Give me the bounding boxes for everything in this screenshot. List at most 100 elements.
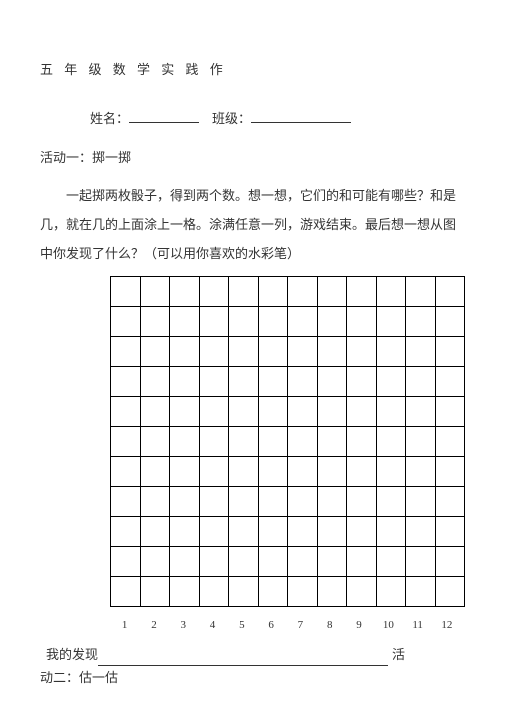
grid-cell[interactable] bbox=[406, 397, 436, 427]
grid-cell[interactable] bbox=[376, 307, 406, 337]
grid-cell[interactable] bbox=[199, 547, 229, 577]
grid-cell[interactable] bbox=[435, 457, 465, 487]
grid-cell[interactable] bbox=[140, 367, 170, 397]
grid-cell[interactable] bbox=[111, 367, 141, 397]
grid-cell[interactable] bbox=[258, 547, 288, 577]
grid-cell[interactable] bbox=[317, 307, 347, 337]
grid-cell[interactable] bbox=[111, 397, 141, 427]
grid-cell[interactable] bbox=[347, 337, 377, 367]
grid-cell[interactable] bbox=[199, 427, 229, 457]
grid-cell[interactable] bbox=[347, 427, 377, 457]
grid-cell[interactable] bbox=[376, 547, 406, 577]
grid-cell[interactable] bbox=[199, 277, 229, 307]
grid-cell[interactable] bbox=[347, 367, 377, 397]
grid-cell[interactable] bbox=[288, 547, 318, 577]
grid-cell[interactable] bbox=[258, 577, 288, 607]
grid-cell[interactable] bbox=[376, 487, 406, 517]
grid-cell[interactable] bbox=[170, 517, 200, 547]
grid-cell[interactable] bbox=[258, 517, 288, 547]
grid-cell[interactable] bbox=[199, 517, 229, 547]
grid-cell[interactable] bbox=[111, 547, 141, 577]
grid-cell[interactable] bbox=[229, 337, 259, 367]
grid-cell[interactable] bbox=[288, 337, 318, 367]
grid-cell[interactable] bbox=[435, 517, 465, 547]
grid-cell[interactable] bbox=[406, 547, 436, 577]
grid-cell[interactable] bbox=[317, 547, 347, 577]
grid-cell[interactable] bbox=[140, 427, 170, 457]
grid-cell[interactable] bbox=[347, 397, 377, 427]
grid-cell[interactable] bbox=[111, 337, 141, 367]
grid-cell[interactable] bbox=[258, 307, 288, 337]
grid-cell[interactable] bbox=[317, 577, 347, 607]
grid-cell[interactable] bbox=[406, 307, 436, 337]
grid-cell[interactable] bbox=[406, 517, 436, 547]
grid-cell[interactable] bbox=[258, 487, 288, 517]
grid-cell[interactable] bbox=[199, 487, 229, 517]
grid-cell[interactable] bbox=[406, 577, 436, 607]
grid-cell[interactable] bbox=[111, 277, 141, 307]
grid-cell[interactable] bbox=[258, 367, 288, 397]
grid-cell[interactable] bbox=[229, 517, 259, 547]
grid-cell[interactable] bbox=[406, 487, 436, 517]
grid-cell[interactable] bbox=[229, 577, 259, 607]
grid-cell[interactable] bbox=[288, 277, 318, 307]
grid-cell[interactable] bbox=[317, 367, 347, 397]
grid-cell[interactable] bbox=[229, 367, 259, 397]
grid-cell[interactable] bbox=[288, 307, 318, 337]
grid-cell[interactable] bbox=[376, 517, 406, 547]
grid-cell[interactable] bbox=[170, 427, 200, 457]
grid-cell[interactable] bbox=[258, 457, 288, 487]
grid-cell[interactable] bbox=[140, 517, 170, 547]
grid-cell[interactable] bbox=[288, 397, 318, 427]
grid-cell[interactable] bbox=[140, 577, 170, 607]
grid-cell[interactable] bbox=[288, 577, 318, 607]
grid-cell[interactable] bbox=[170, 337, 200, 367]
grid-cell[interactable] bbox=[170, 547, 200, 577]
grid-cell[interactable] bbox=[435, 427, 465, 457]
grid-cell[interactable] bbox=[435, 397, 465, 427]
grid-cell[interactable] bbox=[140, 457, 170, 487]
grid-cell[interactable] bbox=[288, 367, 318, 397]
grid-cell[interactable] bbox=[435, 577, 465, 607]
grid-cell[interactable] bbox=[170, 397, 200, 427]
grid-cell[interactable] bbox=[406, 277, 436, 307]
grid-cell[interactable] bbox=[376, 427, 406, 457]
grid-cell[interactable] bbox=[406, 427, 436, 457]
finding-blank[interactable] bbox=[98, 652, 388, 666]
grid-cell[interactable] bbox=[288, 427, 318, 457]
grid-cell[interactable] bbox=[111, 577, 141, 607]
grid-cell[interactable] bbox=[317, 397, 347, 427]
grid-cell[interactable] bbox=[199, 367, 229, 397]
grid-cell[interactable] bbox=[435, 547, 465, 577]
grid-cell[interactable] bbox=[111, 457, 141, 487]
grid-cell[interactable] bbox=[376, 367, 406, 397]
grid-cell[interactable] bbox=[347, 517, 377, 547]
grid-cell[interactable] bbox=[199, 577, 229, 607]
grid-cell[interactable] bbox=[140, 487, 170, 517]
grid-cell[interactable] bbox=[288, 457, 318, 487]
grid-cell[interactable] bbox=[376, 337, 406, 367]
grid-cell[interactable] bbox=[406, 367, 436, 397]
grid-cell[interactable] bbox=[170, 577, 200, 607]
grid-cell[interactable] bbox=[111, 487, 141, 517]
grid-cell[interactable] bbox=[317, 517, 347, 547]
name-blank[interactable] bbox=[129, 109, 199, 123]
grid-cell[interactable] bbox=[435, 367, 465, 397]
grid-cell[interactable] bbox=[288, 487, 318, 517]
grid-cell[interactable] bbox=[376, 277, 406, 307]
grid-cell[interactable] bbox=[140, 547, 170, 577]
grid-cell[interactable] bbox=[199, 457, 229, 487]
grid-cell[interactable] bbox=[347, 577, 377, 607]
grid-cell[interactable] bbox=[288, 517, 318, 547]
grid-cell[interactable] bbox=[229, 427, 259, 457]
grid-cell[interactable] bbox=[347, 487, 377, 517]
grid-cell[interactable] bbox=[199, 337, 229, 367]
grid-cell[interactable] bbox=[258, 277, 288, 307]
grid-cell[interactable] bbox=[258, 427, 288, 457]
grid-cell[interactable] bbox=[435, 487, 465, 517]
grid-cell[interactable] bbox=[111, 307, 141, 337]
grid-cell[interactable] bbox=[170, 367, 200, 397]
grid-cell[interactable] bbox=[347, 457, 377, 487]
grid-cell[interactable] bbox=[170, 307, 200, 337]
grid-cell[interactable] bbox=[406, 337, 436, 367]
